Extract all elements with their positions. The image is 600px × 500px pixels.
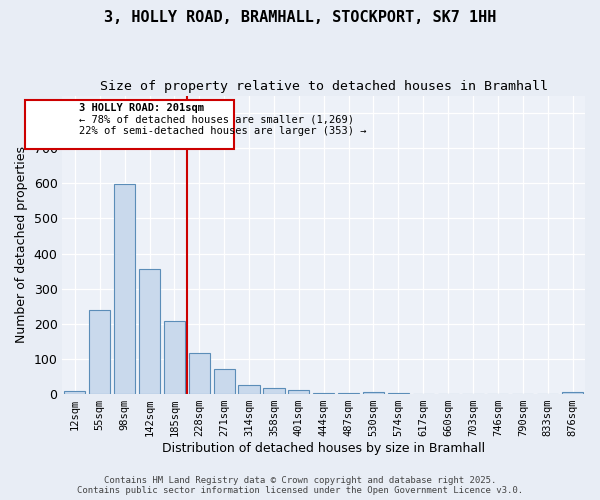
Bar: [64, 392, 85, 394]
Text: 3 HOLLY ROAD: 201sqm: 3 HOLLY ROAD: 201sqm: [79, 104, 203, 114]
Bar: [214, 370, 235, 394]
Bar: [562, 392, 583, 394]
Bar: [89, 310, 110, 394]
Bar: [189, 352, 210, 394]
Bar: [238, 384, 260, 394]
Text: ← 78% of detached houses are smaller (1,269): ← 78% of detached houses are smaller (1,…: [79, 115, 353, 125]
Bar: [263, 388, 284, 394]
Bar: [388, 392, 409, 394]
Bar: [288, 390, 310, 394]
Y-axis label: Number of detached properties: Number of detached properties: [15, 146, 28, 344]
Text: 3, HOLLY ROAD, BRAMHALL, STOCKPORT, SK7 1HH: 3, HOLLY ROAD, BRAMHALL, STOCKPORT, SK7 …: [104, 10, 496, 25]
Text: Contains HM Land Registry data © Crown copyright and database right 2025.: Contains HM Land Registry data © Crown c…: [104, 476, 496, 485]
Bar: [363, 392, 384, 394]
Text: 22% of semi-detached houses are larger (353) →: 22% of semi-detached houses are larger (…: [79, 126, 366, 136]
Text: Contains public sector information licensed under the Open Government Licence v3: Contains public sector information licen…: [77, 486, 523, 495]
Title: Size of property relative to detached houses in Bramhall: Size of property relative to detached ho…: [100, 80, 548, 93]
FancyBboxPatch shape: [25, 100, 234, 149]
X-axis label: Distribution of detached houses by size in Bramhall: Distribution of detached houses by size …: [162, 442, 485, 455]
Bar: [139, 270, 160, 394]
Bar: [313, 393, 334, 394]
Bar: [114, 184, 135, 394]
Bar: [164, 322, 185, 394]
